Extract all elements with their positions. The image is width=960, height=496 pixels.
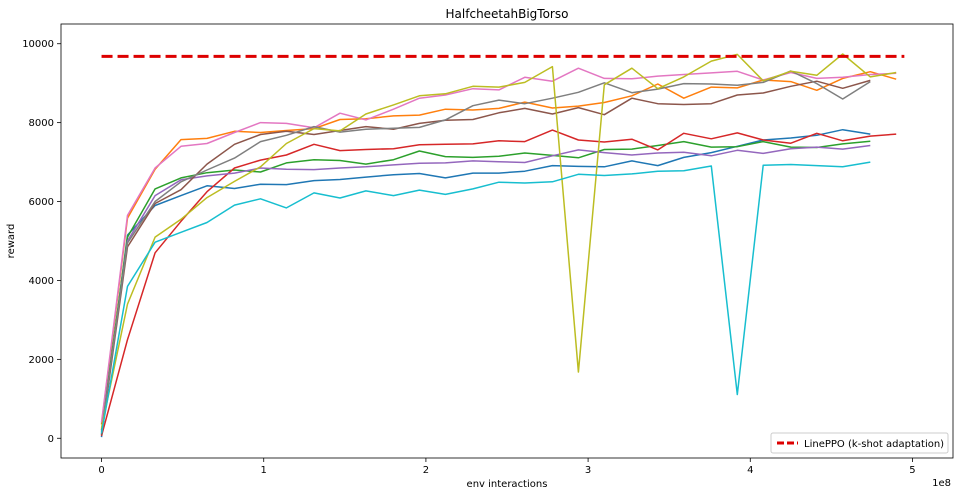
legend-box (770, 432, 949, 454)
plot-series-group (100, 53, 897, 438)
y-tick-label: 2000 (29, 355, 54, 366)
x-tick-label: 0 (98, 465, 104, 476)
x-axis-label: env interactions (467, 479, 548, 490)
series-line-9 (100, 53, 897, 429)
series-line-5 (100, 144, 871, 435)
x-tick-label: 4 (747, 465, 753, 476)
x-tick-label: 5 (909, 465, 915, 476)
series-line-6 (100, 79, 871, 436)
x-tick-label: 2 (423, 465, 429, 476)
y-axis-ticks: 0 2000 4000 6000 8000 10000 (22, 39, 61, 445)
series-line-4 (100, 129, 897, 437)
legend-label-lineppo: LinePPO (k-shot adaptation) (804, 439, 944, 450)
y-axis-label: reward (6, 224, 17, 259)
chart-title: HalfcheetahBigTorso (446, 7, 569, 21)
series-line-3 (100, 140, 871, 431)
x-tick-label: 1 (261, 465, 267, 476)
plot-frame (60, 23, 954, 459)
series-line-8 (100, 70, 871, 433)
x-tick-label: 3 (585, 465, 591, 476)
x-axis-ticks: 0 1 2 3 4 5 (98, 458, 916, 476)
y-tick-label: 10000 (22, 39, 54, 50)
y-tick-label: 0 (48, 434, 54, 445)
legend: LinePPO (k-shot adaptation) (770, 432, 949, 454)
y-tick-label: 6000 (29, 197, 54, 208)
series-line-10 (100, 161, 871, 434)
y-tick-label: 8000 (29, 118, 54, 129)
x-axis-offset-label: 1e8 (932, 478, 951, 489)
y-tick-label: 4000 (29, 276, 54, 287)
